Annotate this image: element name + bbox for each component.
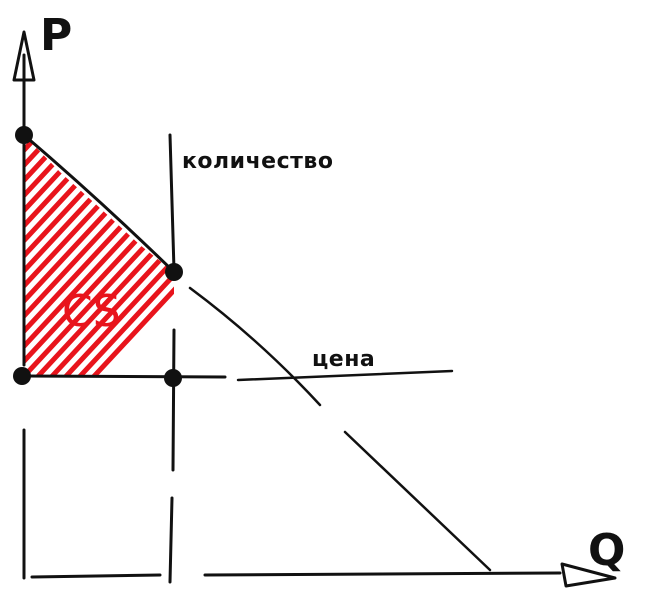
hatch-stroke — [24, 135, 174, 376]
equilibrium-point — [165, 263, 183, 281]
hatch-stroke — [24, 135, 174, 376]
hatch-stroke — [24, 135, 83, 376]
hatch-stroke — [69, 135, 174, 376]
hatch-stroke — [41, 135, 174, 376]
hatch-stroke — [24, 135, 174, 376]
hatch-stroke — [55, 135, 174, 376]
quantity-label: количество — [182, 149, 333, 174]
x-axis-arrow-icon — [560, 562, 617, 588]
hatch-stroke — [24, 135, 174, 376]
hatch-stroke — [24, 135, 97, 376]
y-axis-label: P — [40, 10, 72, 61]
price-label: цена — [312, 347, 375, 372]
demand-curve — [22, 133, 492, 572]
price-quantity-point — [164, 369, 182, 387]
price-line — [22, 369, 454, 382]
consumer-surplus-label: CS — [62, 286, 121, 337]
hatch-stroke — [24, 135, 27, 376]
hatch-stroke — [24, 135, 174, 376]
price-intercept-point — [13, 367, 31, 385]
y-axis-arrow-icon — [12, 30, 36, 82]
hatch-stroke — [0, 120, 10, 400]
p-intercept-point — [15, 126, 33, 144]
x-axis-label: Q — [588, 525, 625, 576]
quantity-line — [168, 133, 176, 584]
y-axis — [12, 30, 36, 580]
x-axis — [30, 562, 617, 588]
points — [13, 126, 183, 387]
